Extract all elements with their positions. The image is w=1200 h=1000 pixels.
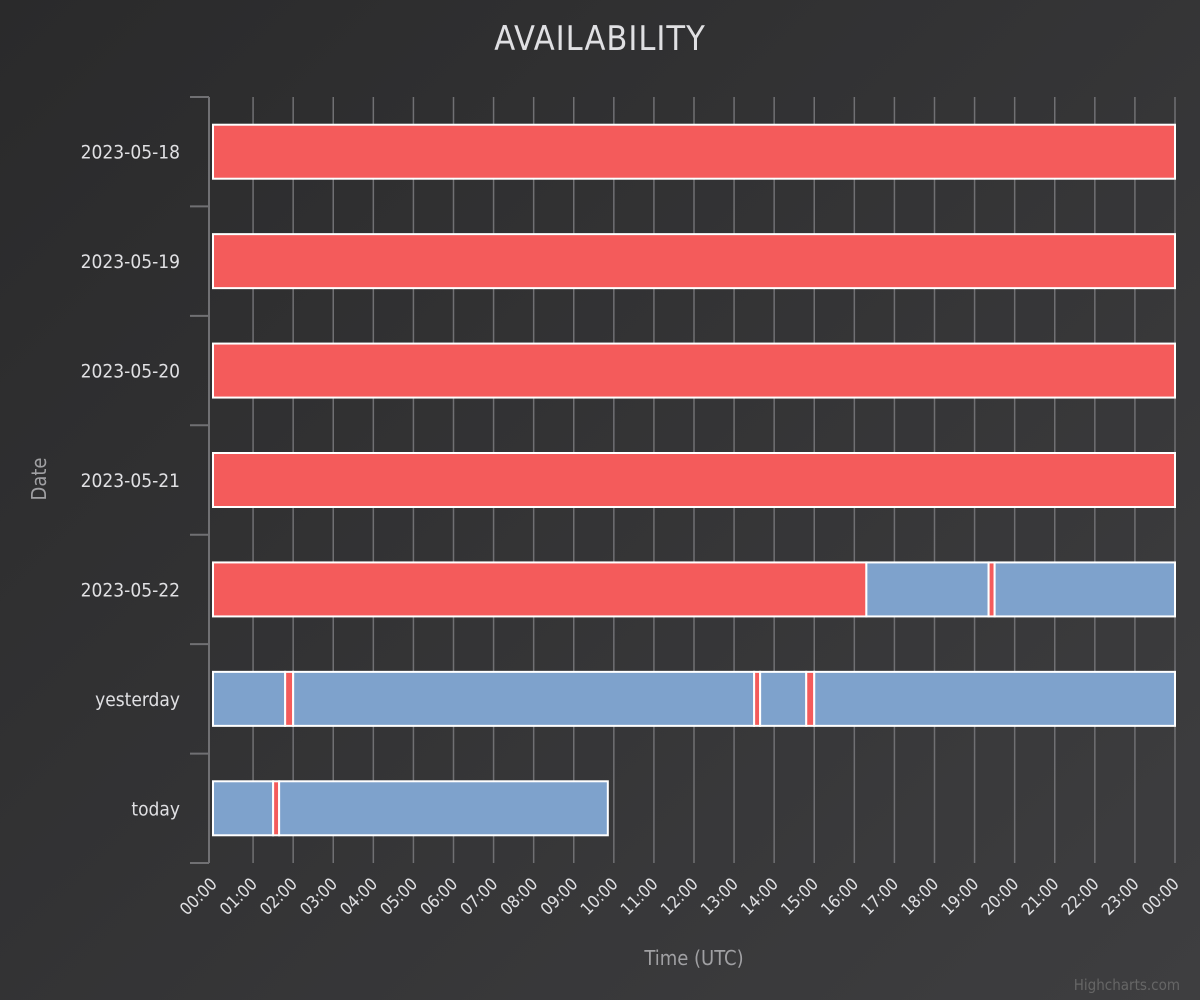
x-tick-label: 09:00 [537, 874, 582, 919]
bar-segment-down[interactable] [212, 342, 1176, 399]
bar-segment-down[interactable] [284, 670, 295, 727]
x-tick-label: 07:00 [457, 874, 502, 919]
x-tick-label: 05:00 [377, 874, 422, 919]
x-tick-label: 18:00 [898, 874, 943, 919]
x-axis-title: Time (UTC) [643, 946, 743, 970]
x-axis: 00:0001:0002:0003:0004:0005:0006:0007:00… [176, 874, 1183, 919]
x-tick-label: 03:00 [296, 874, 341, 919]
x-tick-label: 22:00 [1058, 874, 1103, 919]
y-category-label: 2023-05-22 [81, 579, 180, 601]
bar-segment-down[interactable] [805, 670, 816, 727]
bar-segment-down[interactable] [212, 123, 1176, 180]
bar-segment-up[interactable] [278, 780, 609, 837]
x-tick-label: 19:00 [938, 874, 983, 919]
x-tick-label: 16:00 [818, 874, 863, 919]
x-tick-label: 20:00 [978, 874, 1023, 919]
x-tick-label: 17:00 [858, 874, 903, 919]
x-tick-label: 02:00 [256, 874, 301, 919]
x-tick-label: 08:00 [497, 874, 542, 919]
bar-segment-up[interactable] [292, 670, 756, 727]
y-axis-title: Date [27, 457, 51, 500]
x-tick-label: 00:00 [1138, 874, 1183, 919]
y-category-label: 2023-05-21 [81, 470, 180, 492]
bar-segment-down[interactable] [212, 561, 868, 618]
y-category-label: 2023-05-19 [81, 251, 180, 273]
x-tick-label: 21:00 [1018, 874, 1063, 919]
bar-segment-up[interactable] [865, 561, 990, 618]
y-axis: 2023-05-18 2023-05-19 2023-05-20 2023-05-21… [81, 96, 210, 864]
y-category-label: 2023-05-18 [81, 142, 180, 164]
x-tick-label: 15:00 [777, 874, 822, 919]
bar-segment-up[interactable] [759, 670, 808, 727]
x-tick-label: 13:00 [697, 874, 742, 919]
x-tick-label: 11:00 [617, 874, 662, 919]
bar-segment-up[interactable] [212, 780, 275, 837]
x-tick-label: 10:00 [577, 874, 622, 919]
bars [212, 123, 1176, 837]
bar-segment-up[interactable] [993, 561, 1176, 618]
x-tick-label: 12:00 [657, 874, 702, 919]
x-tick-label: 23:00 [1098, 874, 1143, 919]
bar-segment-up[interactable] [212, 670, 287, 727]
y-category-label: 2023-05-20 [81, 361, 180, 383]
x-tick-label: 04:00 [337, 874, 382, 919]
chart-title: AVAILABILITY [494, 19, 706, 59]
x-tick-label: 14:00 [737, 874, 782, 919]
credits-link[interactable]: Highcharts.com [1074, 976, 1180, 994]
x-tick-label: 06:00 [417, 874, 462, 919]
x-tick-label: 00:00 [176, 874, 221, 919]
y-category-label: today [131, 798, 180, 820]
x-tick-label: 01:00 [216, 874, 261, 919]
bar-segment-down[interactable] [212, 233, 1176, 290]
bar-segment-up[interactable] [813, 670, 1176, 727]
bar-segment-down[interactable] [212, 452, 1176, 508]
y-category-label: yesterday [95, 689, 180, 711]
